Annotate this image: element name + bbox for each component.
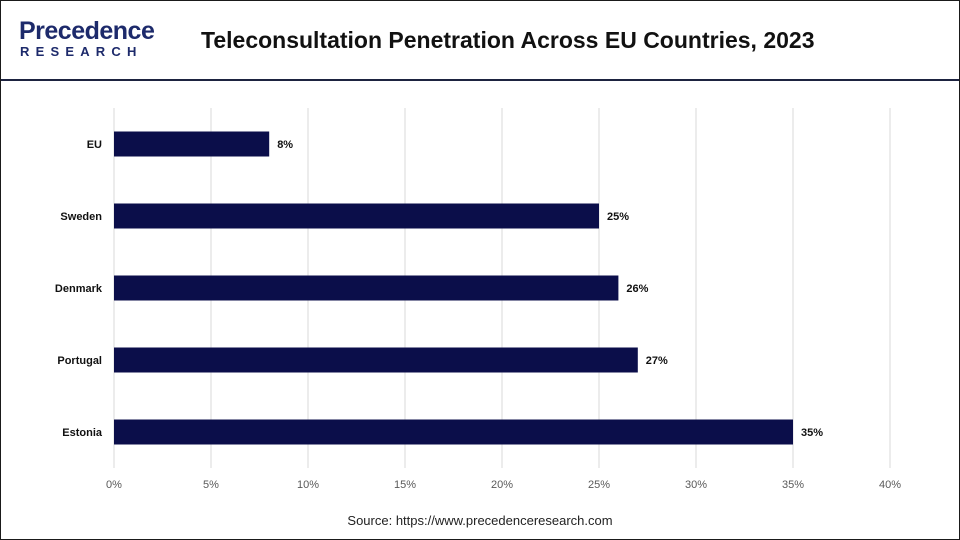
x-tick-label: 20%	[491, 479, 513, 491]
data-label: 8%	[277, 139, 293, 151]
data-label: 26%	[626, 283, 648, 295]
x-tick-label: 5%	[203, 479, 219, 491]
source-note: Source: https://www.precedenceresearch.c…	[347, 513, 613, 528]
x-tick-label: 25%	[588, 479, 610, 491]
data-label: 27%	[646, 355, 668, 367]
category-labels: EU Sweden Denmark Portugal Estonia	[55, 139, 103, 439]
x-tick-label: 35%	[782, 479, 804, 491]
x-tick-label: 40%	[879, 479, 901, 491]
category-label: Portugal	[57, 355, 102, 367]
x-axis-ticks: 0% 5% 10% 15% 20% 25% 30% 35% 40%	[106, 479, 901, 491]
company-logo: Precedence RESEARCH	[19, 17, 159, 65]
data-label: 35%	[801, 427, 823, 439]
bar	[114, 275, 619, 301]
bar	[114, 347, 638, 373]
bar	[114, 131, 270, 157]
logo-subtitle: RESEARCH	[20, 44, 143, 59]
category-label: Estonia	[62, 427, 103, 439]
category-label: Denmark	[55, 283, 103, 295]
data-labels: 8% 25% 26% 27% 35%	[277, 139, 823, 439]
data-label: 25%	[607, 211, 629, 223]
category-label: EU	[87, 139, 102, 151]
bar	[114, 203, 599, 229]
chart-title: Teleconsultation Penetration Across EU C…	[201, 27, 815, 53]
logo-wordmark: Precedence	[19, 17, 155, 45]
x-tick-label: 0%	[106, 479, 122, 491]
x-tick-label: 30%	[685, 479, 707, 491]
x-tick-label: 10%	[297, 479, 319, 491]
x-tick-label: 15%	[394, 479, 416, 491]
header: Precedence RESEARCH Teleconsultation Pen…	[1, 1, 959, 81]
category-label: Sweden	[60, 211, 102, 223]
bar	[114, 419, 793, 445]
bars	[114, 131, 793, 445]
